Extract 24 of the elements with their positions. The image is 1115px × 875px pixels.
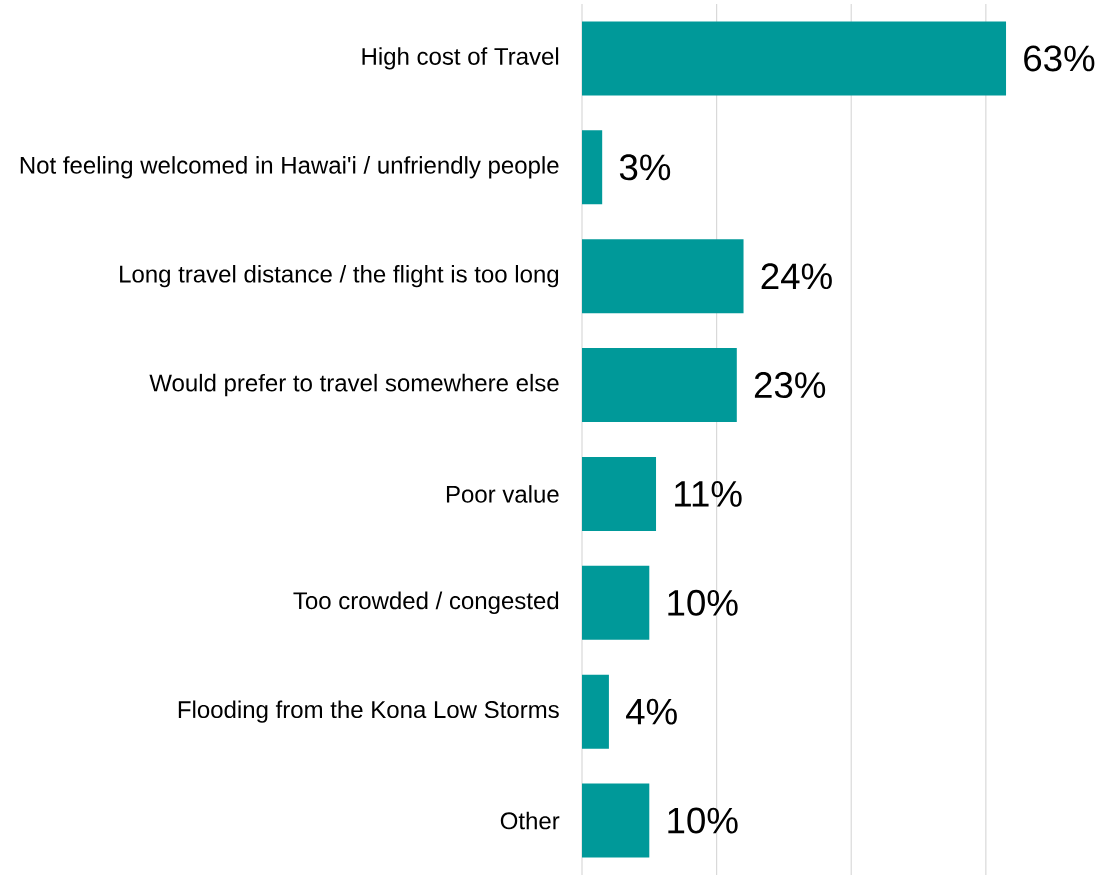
data-label: 11% xyxy=(675,481,742,507)
bar xyxy=(581,674,609,749)
bar xyxy=(581,456,657,531)
y-tick-label: Long travel distance / the flight is too long xyxy=(120,265,559,288)
data-label: 4% xyxy=(626,698,677,725)
data-label: 10% xyxy=(668,589,738,616)
data-label: 24% xyxy=(761,263,832,290)
bar xyxy=(581,565,650,640)
y-tick-label: High cost of Travel xyxy=(362,47,559,70)
y-tick-label: Poor value xyxy=(446,485,559,503)
data-label: 10% xyxy=(668,807,738,834)
y-tick-label: Would prefer to travel somewhere else xyxy=(149,373,559,397)
y-tick-label: Too crowded / congested xyxy=(293,591,559,614)
y-tick-label: Not feeling welcomed in Hawai'i / unfriendly people xyxy=(20,156,559,179)
bar xyxy=(581,130,603,205)
y-tick-label: Other xyxy=(500,811,560,830)
data-label: 63% xyxy=(1024,45,1095,72)
bar xyxy=(581,21,1007,96)
bar xyxy=(581,783,650,858)
bar xyxy=(581,239,744,314)
data-label: 23% xyxy=(754,372,826,399)
data-label: 3% xyxy=(619,154,671,181)
y-tick-label: Flooding from the Kona Low Storms xyxy=(178,700,559,723)
bar xyxy=(581,348,737,423)
